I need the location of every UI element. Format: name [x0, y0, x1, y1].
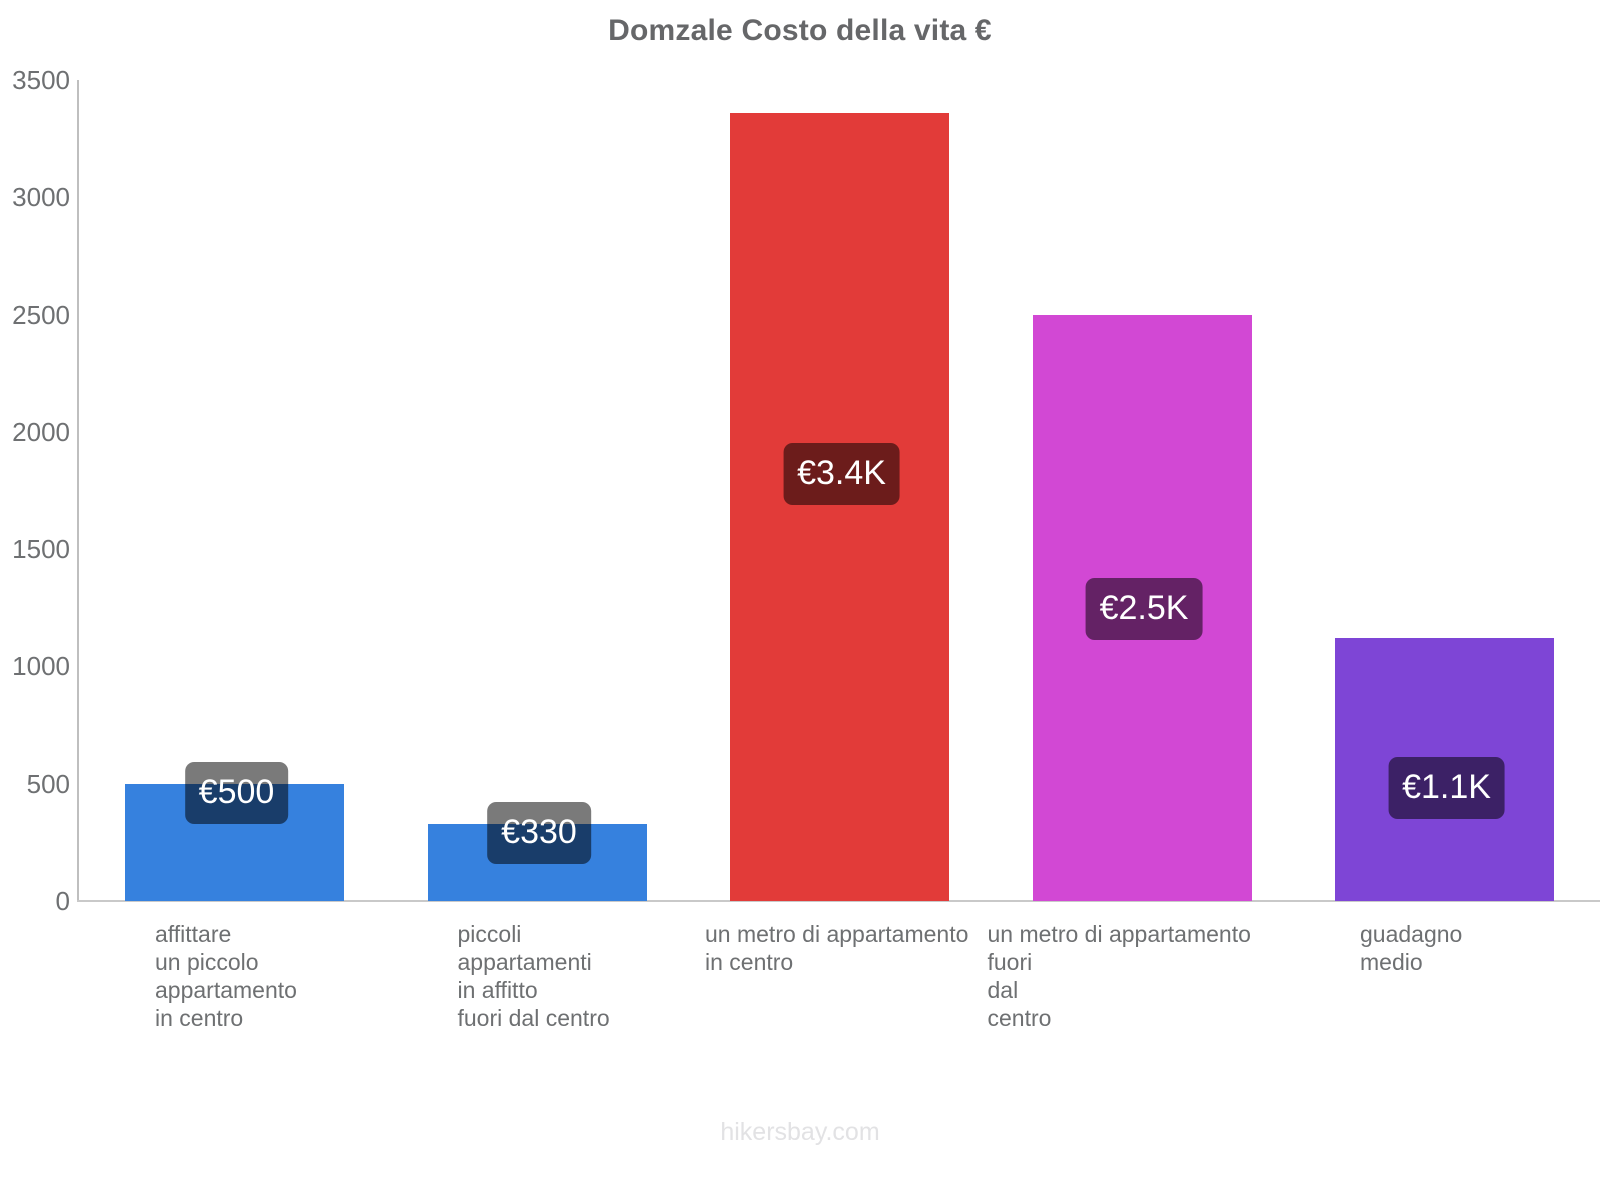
x-axis-label-1: affittare un piccolo appartamento in cen…: [155, 921, 297, 1032]
bar-value-label-2: €330: [487, 801, 591, 864]
y-axis-tick-1500: 1500: [12, 534, 70, 565]
x-axis-baseline: [77, 900, 1600, 902]
y-axis-tick-3000: 3000: [12, 182, 70, 213]
y-axis-tick-3500: 3500: [12, 65, 70, 95]
chart-title: Domzale Costo della vita €: [608, 14, 992, 47]
y-axis-tick-1000: 1000: [12, 651, 70, 682]
bar-value-label-5: €1.1K: [1388, 756, 1505, 819]
y-axis-tick-0: 0: [55, 886, 70, 916]
x-axis-label-4: un metro di appartamento fuori dal centr…: [987, 921, 1251, 1032]
x-axis-label-5: guadagno medio: [1360, 921, 1463, 976]
y-axis-tick-2500: 2500: [12, 299, 70, 330]
y-axis-tick-2000: 2000: [12, 416, 70, 447]
watermark: hikersbay.com: [720, 1118, 880, 1146]
bar-value-label-1: €500: [184, 761, 289, 824]
y-axis-line: [77, 80, 79, 902]
x-axis-label-2: piccoli appartamenti in affitto fuori da…: [457, 921, 610, 1032]
y-axis-tick-labels: 0 500 1000 1500 2000 2500 3000 3500: [0, 0, 70, 1200]
x-axis-label-3: un metro di appartamento in centro: [705, 921, 969, 976]
bar-value-label-3: €3.4K: [783, 442, 900, 505]
bar-3[interactable]: [730, 112, 949, 901]
bar-value-label-4: €2.5K: [1085, 578, 1203, 641]
y-axis-tick-500: 500: [26, 768, 70, 799]
